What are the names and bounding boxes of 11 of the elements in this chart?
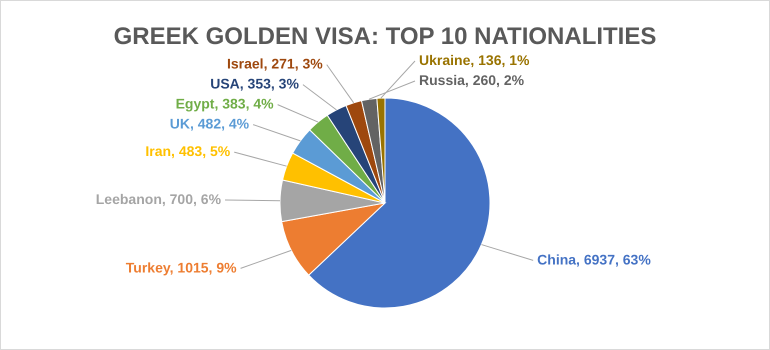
slice-label: China, 6937, 63% <box>537 251 652 268</box>
slice-label: Ukraine, 136, 1% <box>419 52 530 68</box>
slice-label: Leebanon, 700, 6% <box>96 190 222 207</box>
slice-label: UK, 482, 4% <box>170 116 250 132</box>
slice-label: Turkey, 1015, 9% <box>126 259 238 276</box>
slice-label: Iran, 483, 5% <box>145 143 231 160</box>
chart-title: GREEK GOLDEN VISA: TOP 10 NATIONALITIES <box>114 23 656 50</box>
slice-label: Russia, 260, 2% <box>419 72 525 88</box>
slice-label: Israel, 271, 3% <box>226 56 324 72</box>
slice-label: USA, 353, 3% <box>210 76 300 92</box>
slice-label: Egypt, 383, 4% <box>176 96 274 112</box>
